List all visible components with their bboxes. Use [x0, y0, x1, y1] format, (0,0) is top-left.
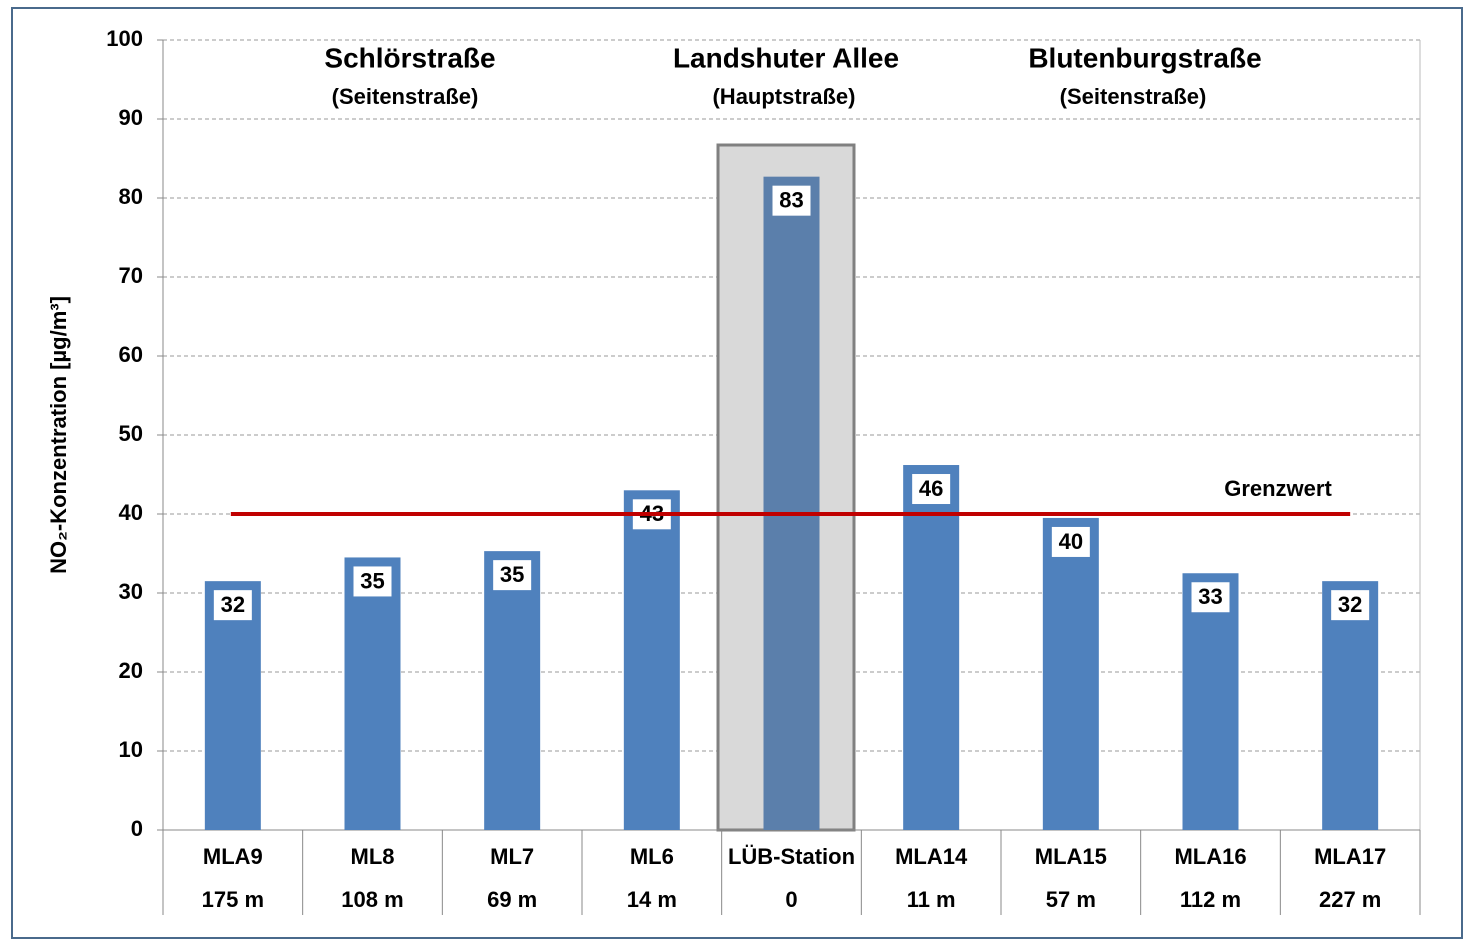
value-label: 35: [360, 568, 384, 593]
value-label-box: [1051, 526, 1090, 557]
y-tick-label: 90: [119, 105, 143, 130]
bar: [1042, 517, 1099, 830]
group-title: Blutenburgstraße: [1028, 42, 1261, 73]
y-tick-label: 20: [119, 658, 143, 683]
chart-border: [11, 7, 1463, 939]
x-distance-label: 0: [785, 887, 797, 912]
bar: [763, 176, 820, 831]
y-tick-label: 50: [119, 421, 143, 446]
bar: [344, 557, 401, 830]
value-label-box: [772, 185, 811, 216]
x-tick-label: LÜB-Station: [728, 844, 855, 869]
y-tick-label: 10: [119, 737, 143, 762]
x-distance-label: 69 m: [487, 887, 537, 912]
y-tick-label: 100: [106, 26, 143, 51]
value-label: 33: [1198, 584, 1222, 609]
x-tick-label: MLA15: [1035, 844, 1107, 869]
x-distance-label: 11 m: [907, 887, 956, 912]
x-tick-label: ML8: [351, 844, 395, 869]
y-tick-label: 70: [119, 263, 143, 288]
value-label-box: [213, 590, 252, 621]
group-title: Landshuter Allee: [673, 42, 899, 73]
value-label: 46: [919, 476, 943, 501]
x-tick-label: ML7: [490, 844, 534, 869]
group-subtitle: (Seitenstraße): [1060, 84, 1207, 109]
group-title: Schlörstraße: [324, 42, 495, 73]
x-tick-label: MLA16: [1174, 844, 1246, 869]
value-label-box: [912, 474, 951, 505]
x-distance-label: 112 m: [1180, 887, 1241, 912]
y-tick-label: 60: [119, 342, 143, 367]
group-subtitle: (Hauptstraße): [712, 84, 855, 109]
x-tick-label: MLA17: [1314, 844, 1386, 869]
y-tick-label: 0: [131, 816, 143, 841]
bar: [1182, 573, 1239, 830]
x-tick-label: MLA14: [895, 844, 968, 869]
x-tick-label: ML6: [630, 844, 674, 869]
value-label: 35: [500, 562, 524, 587]
threshold-label: Grenzwert: [1224, 476, 1332, 501]
bar: [204, 581, 261, 830]
x-distance-label: 175 m: [202, 887, 264, 912]
value-label: 40: [1059, 529, 1083, 554]
x-distance-label: 227 m: [1319, 887, 1381, 912]
bar: [623, 490, 680, 830]
value-label-box: [353, 566, 392, 597]
x-distance-label: 108 m: [341, 887, 403, 912]
value-label: 32: [221, 592, 245, 617]
y-tick-label: 40: [119, 500, 143, 525]
group-subtitle: (Seitenstraße): [332, 84, 479, 109]
bar: [903, 465, 960, 830]
value-label-box: [1191, 582, 1230, 613]
y-tick-label: 80: [119, 184, 143, 209]
value-label-box: [1331, 590, 1370, 621]
bar: [484, 551, 541, 830]
x-tick-label: MLA9: [203, 844, 263, 869]
value-label: 32: [1338, 592, 1362, 617]
y-tick-label: 30: [119, 579, 143, 604]
bar: [1322, 581, 1379, 830]
value-label: 83: [779, 187, 803, 212]
y-axis-label: NO₂-Konzentration [µg/m³]: [46, 296, 71, 574]
x-distance-label: 14 m: [627, 887, 677, 912]
value-label-box: [493, 560, 532, 591]
x-distance-label: 57 m: [1046, 887, 1096, 912]
